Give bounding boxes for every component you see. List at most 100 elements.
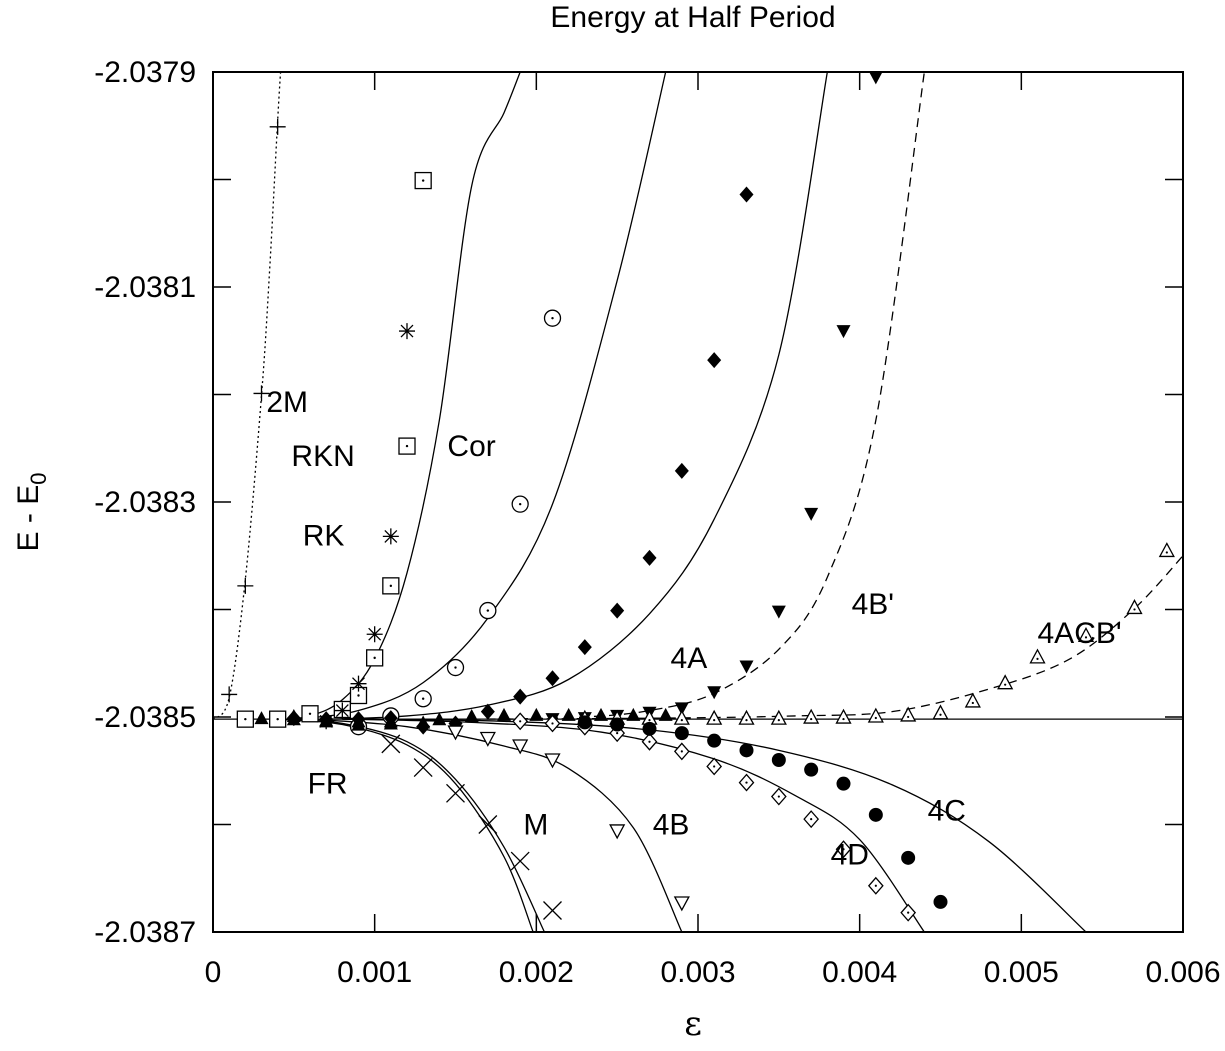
filled-triangle-down-marker	[804, 507, 819, 521]
curve-annotation: 4A	[671, 642, 708, 675]
triangle-up-marker	[706, 709, 723, 725]
triangle-up-marker	[673, 709, 690, 725]
series-group	[286, 709, 398, 731]
fit-curve	[342, 718, 1087, 932]
curve-annotation: 2M	[266, 386, 308, 419]
triangle-up-marker	[835, 708, 852, 724]
cross-marker	[543, 901, 562, 920]
diamond-marker-dot	[713, 765, 716, 768]
filled-triangle-up-marker	[351, 717, 366, 731]
triangle-up-marker-dot	[874, 716, 877, 720]
diamond-marker-dot	[842, 848, 845, 851]
triangle-up-marker	[964, 692, 981, 708]
curve-annotation: 4D	[831, 839, 869, 872]
triangle-up-marker	[867, 707, 884, 723]
curve-annotation: 4B	[653, 809, 690, 842]
curve-annotation: 4ACB'	[1038, 617, 1122, 650]
triangle-up-marker	[932, 704, 949, 720]
square-marker-dot	[405, 444, 409, 448]
filled-triangle-up-marker	[658, 707, 673, 721]
circle-marker-dot	[551, 316, 554, 320]
y-tick-label: -2.0379	[94, 56, 196, 89]
diamond-marker-dot	[874, 884, 877, 887]
plus-marker	[237, 577, 254, 594]
filled-circle-marker	[577, 715, 592, 730]
filled-triangle-up-marker	[286, 709, 301, 722]
filled-triangle-up-marker	[497, 707, 511, 721]
filled-triangle-down-marker	[674, 702, 689, 716]
triangle-up-marker-dot	[1004, 683, 1007, 686]
filled-diamond-marker	[513, 688, 528, 705]
triangle-up-marker	[770, 709, 787, 725]
fit-curve	[342, 718, 925, 932]
curve-annotation: RKN	[291, 440, 354, 473]
triangle-up-marker	[1126, 599, 1143, 615]
triangle-up-marker-dot	[745, 719, 748, 722]
triangle-up-marker	[803, 708, 820, 724]
diamond-marker-dot	[616, 732, 619, 735]
cross-marker	[446, 783, 465, 803]
filled-triangle-up-marker	[561, 707, 576, 721]
triangle-up-marker-dot	[939, 713, 942, 716]
square-marker-dot	[308, 712, 312, 715]
series-group	[447, 725, 690, 912]
y-tick-label: -2.0385	[94, 701, 196, 734]
filled-triangle-up-marker	[383, 714, 398, 728]
fit-curve	[293, 72, 667, 720]
triangle-up-marker	[1029, 648, 1046, 664]
triangle-up-marker-dot	[907, 715, 910, 719]
series-group	[381, 734, 562, 920]
filled-diamond-marker	[739, 186, 754, 203]
diamond-marker-dot	[810, 818, 813, 821]
filled-circle-marker	[901, 850, 916, 865]
triangle-up-marker-dot	[1084, 636, 1088, 639]
y-tick-label: -2.0381	[94, 271, 196, 304]
triangle-down-marker	[447, 725, 464, 741]
filled-triangle-down-marker	[771, 605, 786, 619]
cross-marker	[510, 851, 530, 871]
triangle-up-marker	[997, 674, 1014, 690]
filled-circle-marker	[610, 717, 625, 732]
y-axis-label-main: E - E	[12, 485, 45, 552]
x-tick-label: 0.005	[984, 956, 1059, 989]
cross-marker	[413, 758, 433, 777]
y-tick-label: -2.0383	[94, 486, 196, 519]
triangle-up-marker-dot	[810, 717, 813, 721]
fit-curve	[277, 72, 521, 721]
cross-marker	[478, 815, 498, 834]
series-group	[236, 171, 432, 728]
triangle-up-marker	[900, 706, 917, 722]
y-axis-label: E - E0	[12, 473, 51, 552]
plus-marker	[221, 686, 238, 703]
triangle-up-marker-dot	[1036, 657, 1039, 660]
asterisk-marker	[399, 323, 415, 340]
triangle-up-marker-dot	[648, 719, 651, 722]
square-marker-dot	[373, 656, 376, 660]
triangle-up-marker	[1077, 627, 1095, 643]
square-marker-dot	[357, 694, 360, 697]
series-group	[349, 309, 562, 736]
curve-labels: 2M RKN RK Cor 4A 4B' 4ACB' FR M 4B 4D 4C	[266, 386, 1121, 872]
filled-triangle-down-marker	[739, 660, 754, 674]
filled-diamond-marker	[577, 639, 592, 656]
chart-title: Energy at Half Period	[550, 1, 835, 34]
filled-diamond-marker	[545, 670, 560, 687]
filled-triangle-up-marker	[594, 707, 608, 721]
plot-area	[212, 71, 1184, 933]
fit-curves	[213, 72, 1183, 932]
circle-marker-dot	[454, 666, 457, 669]
diamond-marker-dot	[680, 750, 683, 753]
series-group	[545, 72, 883, 727]
circle-marker-dot	[486, 609, 490, 612]
triangle-down-marker	[479, 731, 496, 747]
fit-curve	[326, 72, 828, 720]
circle-marker-dot	[518, 502, 522, 506]
filled-triangle-up-marker	[626, 707, 641, 721]
filled-diamond-marker	[610, 602, 625, 619]
triangle-up-marker-dot	[842, 717, 845, 721]
asterisk-marker	[382, 528, 399, 545]
filled-triangle-up-marker	[254, 711, 269, 725]
filled-triangle-up-marker	[319, 714, 334, 728]
triangle-up-marker-dot	[971, 701, 974, 705]
